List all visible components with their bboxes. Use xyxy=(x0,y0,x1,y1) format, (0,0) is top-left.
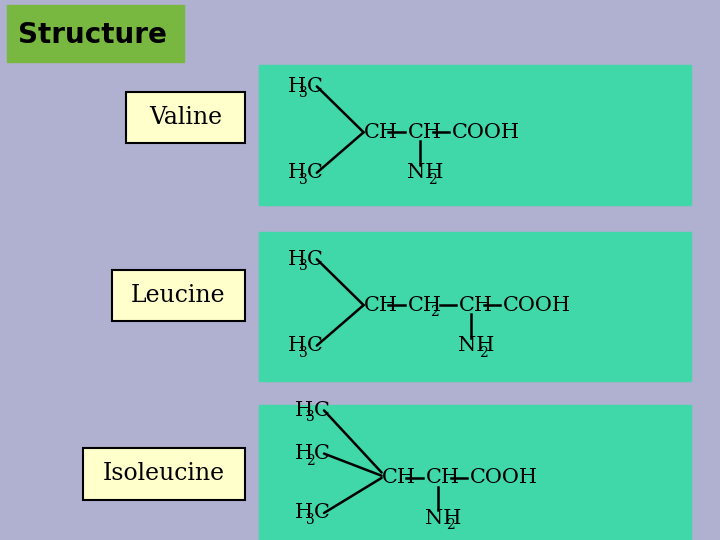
Text: NH: NH xyxy=(458,336,495,355)
Text: H: H xyxy=(288,249,306,269)
Text: NH: NH xyxy=(425,509,462,528)
Text: H: H xyxy=(288,336,306,355)
Text: COOH: COOH xyxy=(469,468,537,488)
FancyBboxPatch shape xyxy=(7,5,184,62)
Text: C: C xyxy=(307,77,323,96)
FancyBboxPatch shape xyxy=(112,270,245,321)
Text: C: C xyxy=(314,503,330,523)
Text: 2: 2 xyxy=(480,346,488,360)
Text: C: C xyxy=(307,336,323,355)
Text: C: C xyxy=(307,249,323,269)
Text: COOH: COOH xyxy=(451,123,519,142)
FancyBboxPatch shape xyxy=(259,65,691,205)
Text: 3: 3 xyxy=(306,513,315,527)
Text: CH: CH xyxy=(382,468,415,488)
Text: H: H xyxy=(295,401,313,420)
Text: H: H xyxy=(288,163,306,183)
Text: CH: CH xyxy=(364,123,397,142)
Text: C: C xyxy=(307,163,323,183)
Text: 2: 2 xyxy=(428,173,437,187)
Text: 3: 3 xyxy=(299,86,307,100)
Text: Leucine: Leucine xyxy=(131,284,225,307)
Text: 3: 3 xyxy=(306,410,315,424)
Text: Valine: Valine xyxy=(149,106,222,129)
Text: H: H xyxy=(295,444,313,463)
Text: 3: 3 xyxy=(299,173,307,187)
Text: CH: CH xyxy=(459,295,493,315)
Text: 2: 2 xyxy=(306,454,315,468)
Text: 3: 3 xyxy=(299,259,307,273)
Text: Isoleucine: Isoleucine xyxy=(103,462,225,485)
FancyBboxPatch shape xyxy=(259,405,691,540)
Text: 2: 2 xyxy=(446,518,455,532)
FancyBboxPatch shape xyxy=(259,232,691,381)
Text: 3: 3 xyxy=(299,346,307,360)
Text: NH: NH xyxy=(407,163,444,183)
Text: H: H xyxy=(295,503,313,523)
Text: CH: CH xyxy=(408,123,442,142)
Text: C: C xyxy=(314,401,330,420)
Text: CH: CH xyxy=(408,295,442,315)
Text: C: C xyxy=(314,444,330,463)
Text: COOH: COOH xyxy=(503,295,570,315)
FancyBboxPatch shape xyxy=(83,448,245,500)
Text: Structure: Structure xyxy=(18,21,167,49)
Text: CH: CH xyxy=(364,295,397,315)
Text: CH: CH xyxy=(426,468,460,488)
Text: H: H xyxy=(288,77,306,96)
Text: 2: 2 xyxy=(430,305,438,319)
FancyBboxPatch shape xyxy=(126,92,245,143)
